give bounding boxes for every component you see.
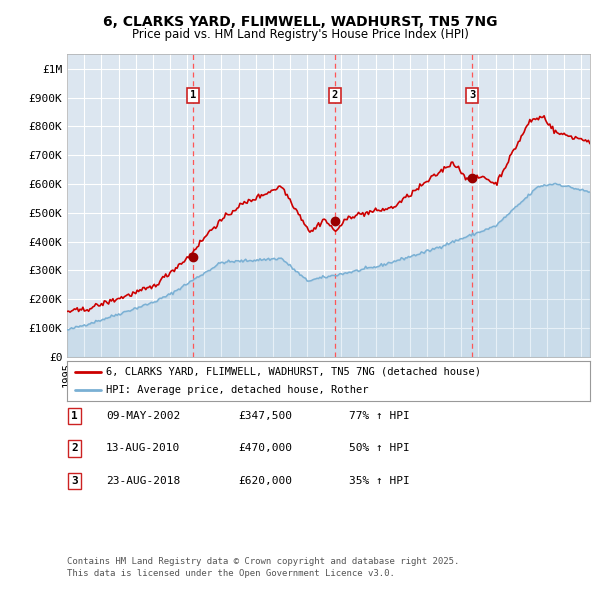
Text: 3: 3 <box>469 90 475 100</box>
Text: HPI: Average price, detached house, Rother: HPI: Average price, detached house, Roth… <box>106 385 369 395</box>
Text: 3: 3 <box>71 476 78 486</box>
Text: 77% ↑ HPI: 77% ↑ HPI <box>349 411 410 421</box>
Text: 09-MAY-2002: 09-MAY-2002 <box>106 411 181 421</box>
Text: 1: 1 <box>71 411 78 421</box>
Text: 2: 2 <box>332 90 338 100</box>
Text: 35% ↑ HPI: 35% ↑ HPI <box>349 476 410 486</box>
Text: Contains HM Land Registry data © Crown copyright and database right 2025.
This d: Contains HM Land Registry data © Crown c… <box>67 558 460 578</box>
Text: 2: 2 <box>71 444 78 453</box>
Text: £620,000: £620,000 <box>238 476 292 486</box>
Text: 1: 1 <box>190 90 196 100</box>
Text: 6, CLARKS YARD, FLIMWELL, WADHURST, TN5 7NG (detached house): 6, CLARKS YARD, FLIMWELL, WADHURST, TN5 … <box>106 367 481 377</box>
Text: £347,500: £347,500 <box>238 411 292 421</box>
Text: Price paid vs. HM Land Registry's House Price Index (HPI): Price paid vs. HM Land Registry's House … <box>131 28 469 41</box>
Text: 50% ↑ HPI: 50% ↑ HPI <box>349 444 410 453</box>
Text: 6, CLARKS YARD, FLIMWELL, WADHURST, TN5 7NG: 6, CLARKS YARD, FLIMWELL, WADHURST, TN5 … <box>103 15 497 29</box>
Text: £470,000: £470,000 <box>238 444 292 453</box>
Text: 13-AUG-2010: 13-AUG-2010 <box>106 444 181 453</box>
Text: 23-AUG-2018: 23-AUG-2018 <box>106 476 181 486</box>
